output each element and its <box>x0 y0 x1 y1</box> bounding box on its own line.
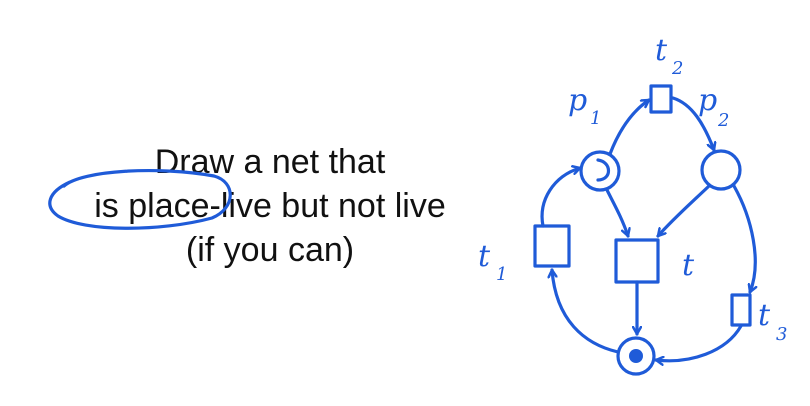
prompt-line-3: (if you can) <box>185 231 355 269</box>
prompt-line-2-suffix: but not live <box>271 187 446 225</box>
arc-t1-to-p1 <box>540 168 582 228</box>
label-t2: t <box>655 33 668 68</box>
arc-p2-to-t <box>656 184 711 238</box>
exercise-prompt: Draw a net that is place-live but not li… <box>0 140 540 272</box>
transition-t2 <box>649 84 673 114</box>
transition-t <box>614 238 660 284</box>
label-p2-sub: 2 <box>717 110 729 131</box>
prompt-line-1: Draw a net that <box>154 143 386 181</box>
prompt-highlighted-term: place-live <box>128 187 272 225</box>
prompt-line-2: is place-live but not live <box>0 184 540 228</box>
label-t: t <box>682 248 695 283</box>
highlight-ellipse <box>48 168 232 230</box>
arc-t2-to-p2 <box>671 96 714 152</box>
arc-bottom-to-t1 <box>552 268 620 354</box>
label-t3-sub: 3 <box>776 324 787 345</box>
prompt-line-2-prefix: is <box>94 187 129 225</box>
label-t2-sub: 2 <box>671 58 683 79</box>
transition-t1 <box>533 224 571 268</box>
label-p2: p <box>698 83 717 118</box>
arc-t3-to-bottom <box>654 324 743 361</box>
place-p1 <box>579 150 621 192</box>
token <box>629 349 643 363</box>
label-p1: p <box>568 83 587 118</box>
place-bottom <box>616 336 656 376</box>
transition-t3 <box>730 293 752 327</box>
label-t1: t <box>478 239 491 274</box>
arc-p2-to-t3 <box>732 184 755 294</box>
label-t3: t <box>758 298 771 333</box>
arc-p1-to-t2 <box>608 98 651 156</box>
arc-p1-to-t <box>605 188 628 238</box>
label-t1-sub: 1 <box>496 264 507 285</box>
label-p1-sub: 1 <box>590 108 601 129</box>
place-p2 <box>700 149 742 191</box>
